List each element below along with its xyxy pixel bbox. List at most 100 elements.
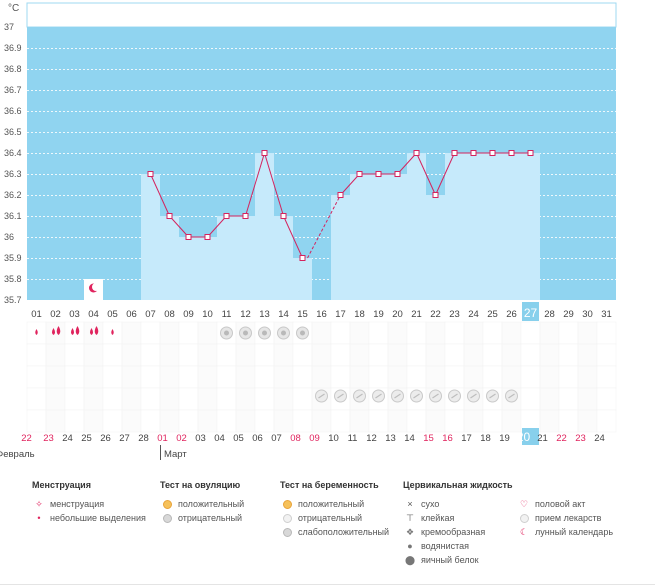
symptom-cell — [311, 409, 332, 433]
cycle-date-label: 26 — [100, 433, 111, 444]
symptom-cell — [349, 365, 370, 389]
temperature-bar — [217, 216, 236, 300]
symptom-cell — [178, 387, 199, 411]
pregnancy-negative-mark — [451, 393, 458, 399]
symptom-cell — [577, 387, 598, 411]
legend-item-creamy: ❖ кремообразная — [403, 525, 513, 539]
temperature-point — [527, 150, 534, 156]
symptom-cell — [444, 343, 465, 367]
legend-ovulation: Тест на овуляцию положительный отрицател… — [160, 480, 244, 525]
symptom-cell — [406, 321, 427, 345]
symptom-cell — [558, 365, 579, 389]
legend-item-intercourse: ♡ половой акт — [517, 497, 613, 511]
temperature-segment — [264, 152, 284, 217]
cycle-date-label: 22 — [556, 433, 567, 444]
y-tick-label: 36.9 — [4, 43, 22, 53]
day-label: 27 — [524, 306, 538, 320]
temperature-point — [280, 213, 287, 219]
drop-icon — [111, 329, 114, 335]
pregnancy-negative-mark — [375, 393, 382, 399]
temperature-segment — [150, 173, 170, 217]
day-label: 24 — [468, 309, 479, 320]
legend-item-pr-weak: слабоположительный — [280, 525, 389, 539]
symptom-cell — [235, 387, 256, 411]
legend-item-sticky: ⊤ клейкая — [403, 511, 513, 525]
cycle-date-label: 18 — [480, 433, 491, 444]
legend-item-pr-positive: положительный — [280, 497, 389, 511]
symptom-cell — [64, 343, 85, 367]
temperature-point — [204, 234, 211, 240]
y-tick-label: 36.5 — [4, 127, 22, 137]
legend-menstruation: Менструация ✧ менструация • небольшие выде… — [32, 480, 146, 525]
cycle-date-label: 22 — [21, 433, 32, 444]
cycle-date-label: 25 — [81, 433, 92, 444]
temperature-point — [337, 192, 344, 198]
symptom-cell — [501, 409, 522, 433]
symptom-rows — [26, 321, 617, 433]
symptom-cell — [235, 343, 256, 367]
cycle-date-label: 07 — [271, 433, 282, 444]
symptom-cell — [444, 409, 465, 433]
ovulation-negative-core — [281, 330, 286, 336]
y-tick-label: 36.8 — [4, 64, 22, 74]
symptom-cell — [330, 321, 351, 345]
temperature-point — [299, 255, 306, 261]
pregnancy-negative-mark — [489, 393, 496, 399]
temperature-bar — [445, 153, 464, 300]
temperature-point — [470, 150, 477, 156]
symptom-cell — [558, 409, 579, 433]
temperature-bar — [407, 153, 426, 300]
bottom-divider — [0, 584, 655, 585]
symptom-cell — [140, 321, 161, 345]
legend-item-medication: прием лекарств — [517, 511, 613, 525]
symptom-cell — [387, 365, 408, 389]
temperature-bar — [255, 153, 274, 300]
symptom-cell — [501, 343, 522, 367]
day-label: 29 — [563, 309, 574, 320]
symptom-cell — [64, 365, 85, 389]
symptom-cell — [140, 343, 161, 367]
drop-icon — [35, 329, 38, 335]
temperature-point — [223, 213, 230, 219]
y-tick-label: 36.2 — [4, 190, 22, 200]
day-label: 19 — [373, 309, 384, 320]
temperature-point — [489, 150, 496, 156]
temperature-bar — [160, 216, 179, 300]
moon-icon-cut — [92, 283, 100, 291]
day-label: 06 — [126, 309, 137, 320]
symptom-cell — [197, 365, 218, 389]
heart-icon: ♡ — [519, 499, 529, 509]
temperature-point — [147, 171, 154, 177]
month-february: Февраль — [0, 449, 35, 460]
day-label: 12 — [240, 309, 251, 320]
symptom-cell — [425, 321, 446, 345]
temperature-bar — [293, 258, 312, 300]
symptom-cell — [254, 409, 275, 433]
temperature-chart: 37 36.9 36.8 36.7 36.6 36.5 36.4 36.3 36.2 36.1 36… — [0, 2, 617, 460]
symptom-cell — [26, 387, 47, 411]
temperature-bars — [84, 153, 540, 300]
pregnancy-negative-mark — [318, 393, 325, 399]
symptom-cell — [197, 343, 218, 367]
day-label: 23 — [449, 309, 460, 320]
symptom-cell — [159, 365, 180, 389]
temperature-segment — [245, 152, 265, 217]
sticky-icon: ⊤ — [406, 513, 414, 523]
y-tick-label: 35.8 — [4, 274, 22, 284]
pregnancy-weak-icon — [282, 528, 292, 538]
symptom-cell — [444, 321, 465, 345]
symptom-cell — [596, 365, 617, 389]
legend-item-watery: ● водянистая — [403, 539, 513, 553]
ovulation-negative-core — [300, 330, 305, 336]
symptom-cell — [349, 409, 370, 433]
symptom-cell — [140, 409, 161, 433]
symptom-cell — [45, 365, 66, 389]
day-label: 05 — [107, 309, 118, 320]
y-tick-label: 36.1 — [4, 211, 22, 221]
symptom-cell — [463, 365, 484, 389]
cycle-date-label: 05 — [233, 433, 244, 444]
temperature-segment-dashed — [307, 194, 341, 259]
ovulation-negative-core — [224, 330, 229, 336]
day-label: 07 — [145, 309, 156, 320]
y-tick-label: 36.6 — [4, 106, 22, 116]
